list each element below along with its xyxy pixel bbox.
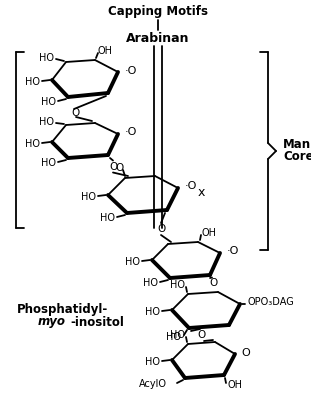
Text: AcylO: AcylO (139, 379, 167, 389)
Text: Core: Core (283, 150, 311, 164)
Text: HO: HO (39, 117, 54, 127)
Text: HO: HO (166, 332, 181, 342)
Text: O: O (109, 162, 117, 171)
Text: ·O: ·O (227, 246, 239, 256)
Text: Mannan: Mannan (283, 139, 311, 152)
Text: HO: HO (143, 278, 158, 288)
Text: Arabinan: Arabinan (126, 32, 190, 45)
Text: HO: HO (145, 357, 160, 367)
Text: HO: HO (25, 139, 40, 149)
Text: O: O (157, 224, 165, 234)
Text: ·O: ·O (185, 181, 197, 191)
Text: OH: OH (98, 46, 113, 56)
Text: ·O: ·O (125, 127, 137, 137)
Text: HO: HO (25, 77, 40, 87)
Text: HO: HO (39, 53, 54, 63)
Text: HO: HO (170, 330, 185, 340)
Text: OH: OH (202, 228, 217, 238)
Text: -inositol: -inositol (70, 316, 124, 329)
Text: O: O (116, 163, 124, 173)
Text: HO: HO (170, 280, 185, 290)
Text: HO: HO (41, 158, 56, 168)
Text: HO: HO (41, 97, 56, 107)
Text: OPO₃DAG: OPO₃DAG (247, 297, 294, 307)
Text: HO: HO (100, 213, 115, 223)
Text: HO: HO (81, 192, 96, 202)
Text: HO: HO (145, 307, 160, 317)
Text: HO: HO (125, 257, 140, 267)
Text: O: O (241, 348, 250, 358)
Text: Phosphatidyl-: Phosphatidyl- (16, 303, 108, 316)
Text: myo: myo (38, 316, 66, 329)
Text: O: O (198, 330, 206, 340)
Text: O: O (210, 278, 218, 288)
Text: ·O: ·O (125, 66, 137, 76)
Text: OH: OH (227, 380, 242, 390)
Text: Capping Motifs: Capping Motifs (108, 6, 208, 19)
Text: O: O (72, 108, 80, 118)
Text: x: x (198, 186, 205, 199)
